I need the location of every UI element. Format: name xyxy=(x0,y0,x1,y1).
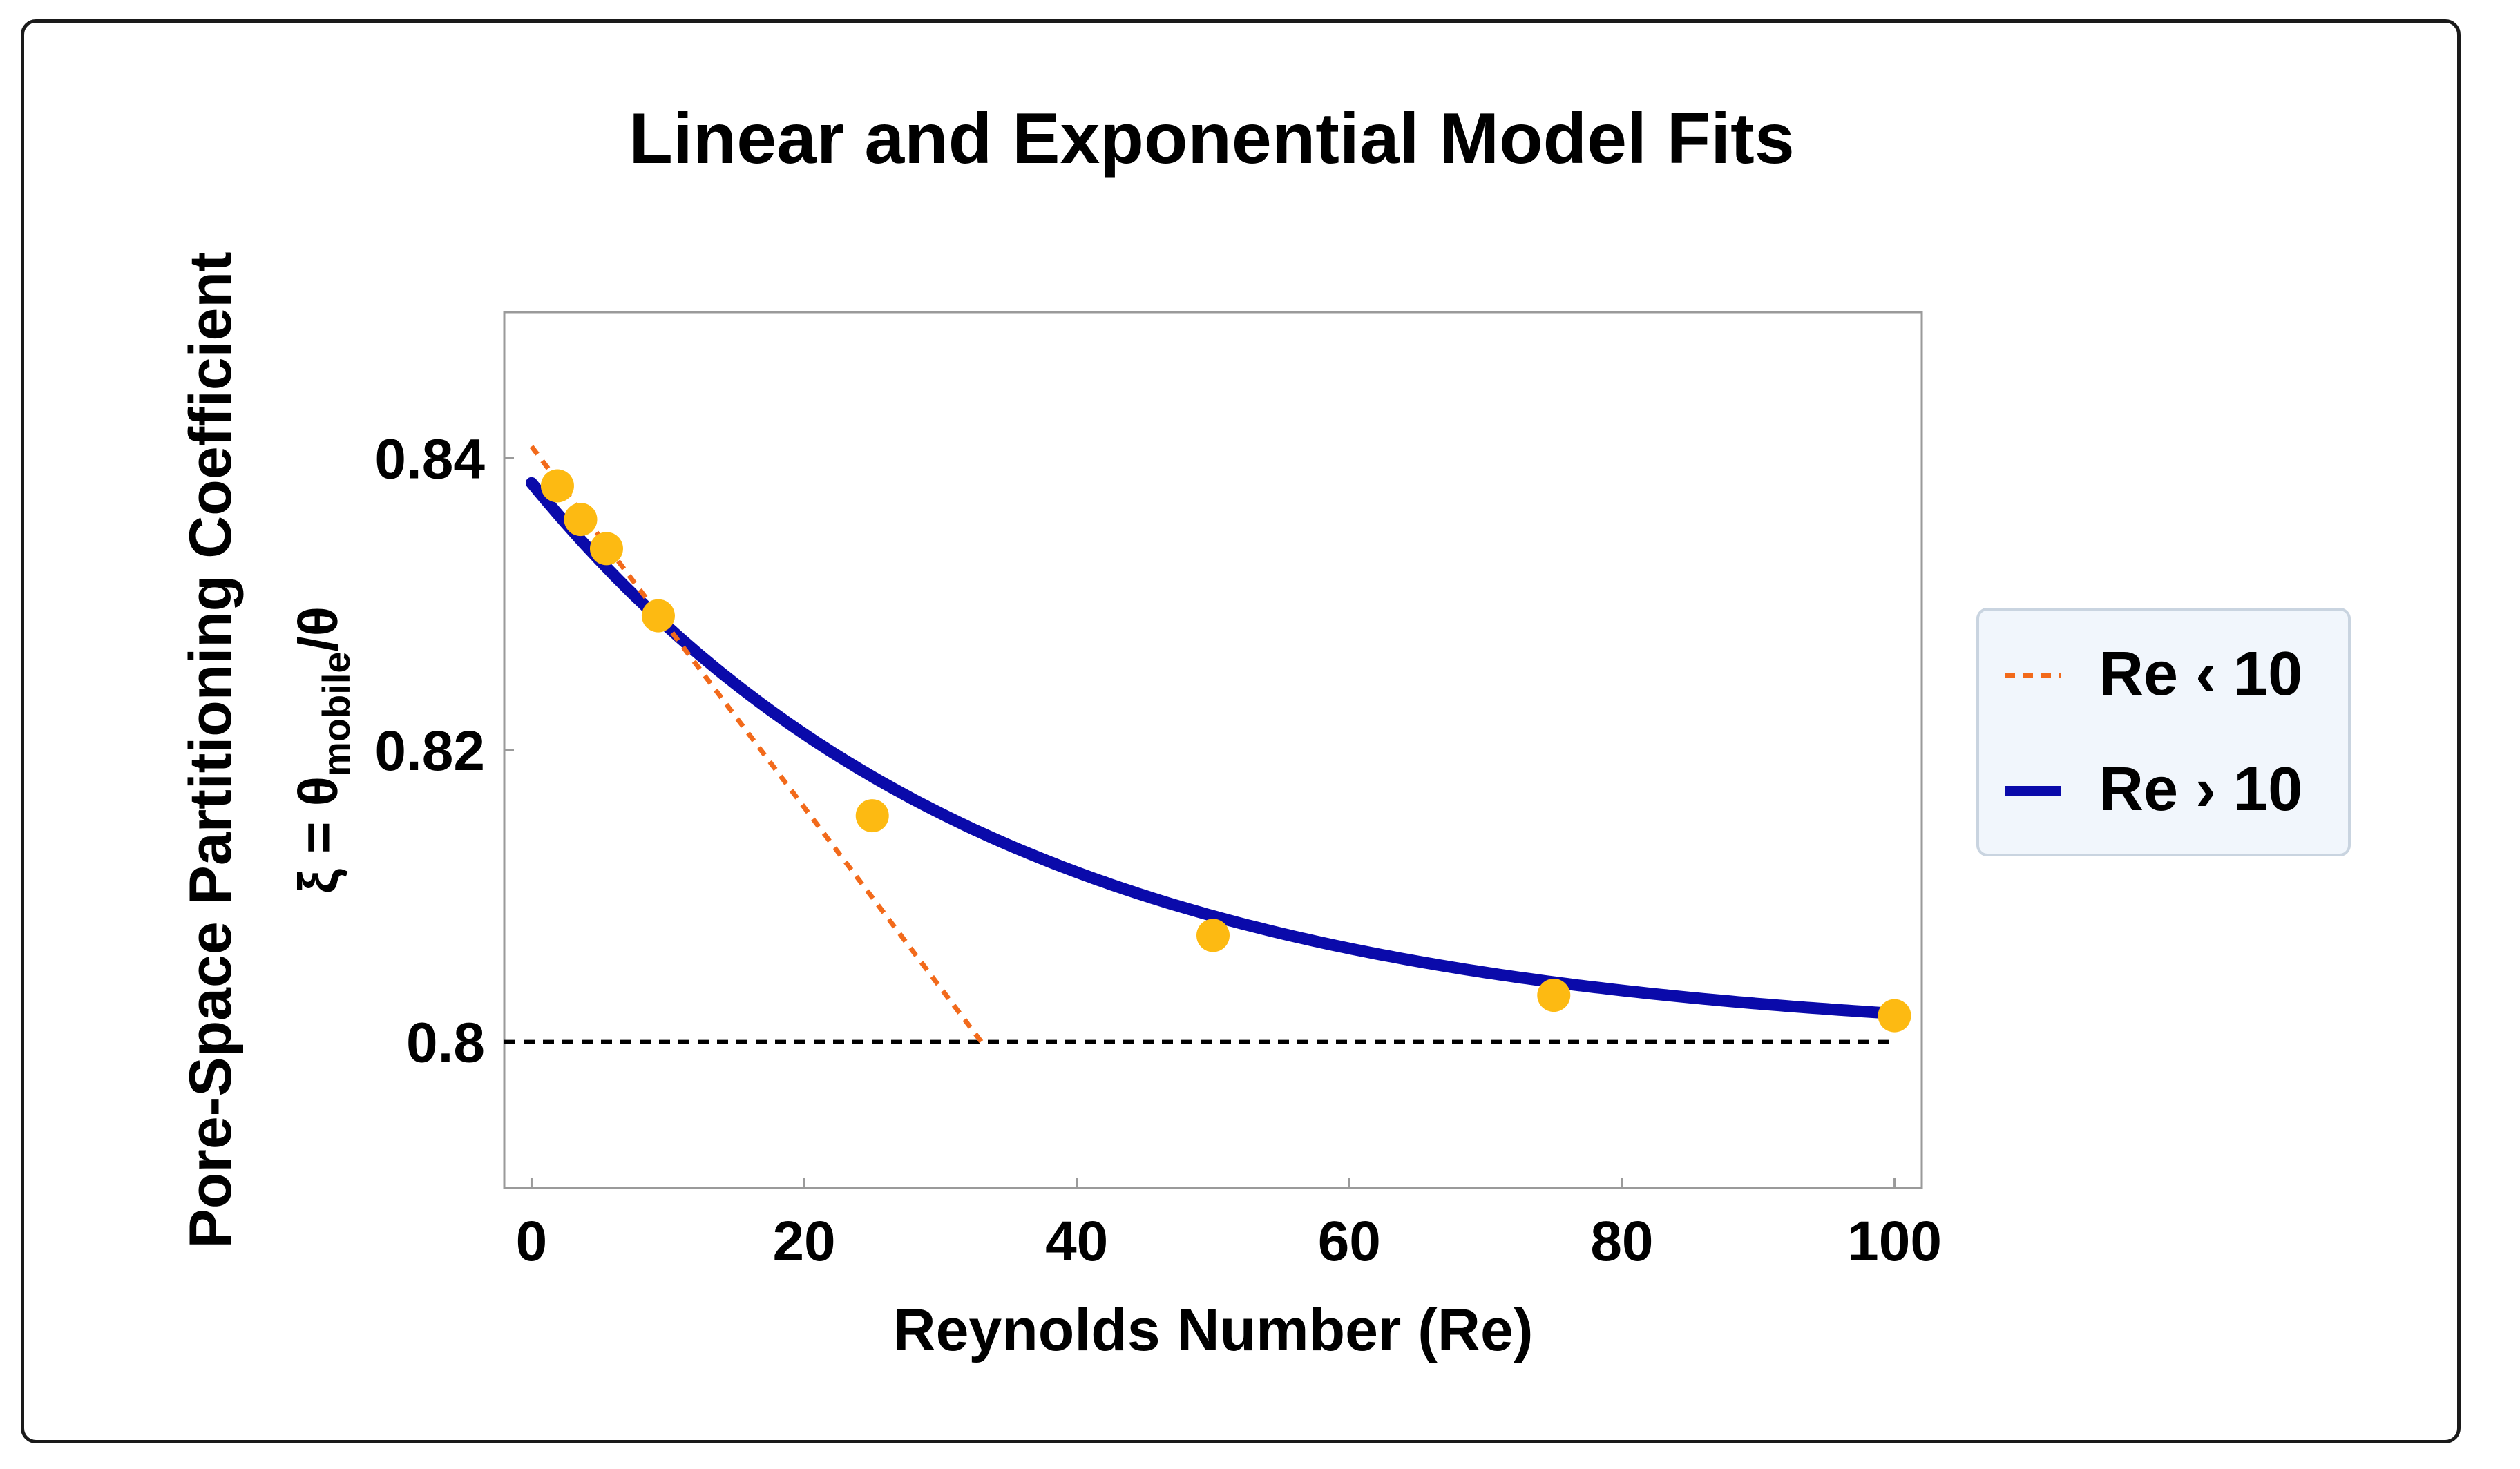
x-tick-label: 60 xyxy=(1318,1210,1381,1273)
tick-layer: 0 20 40 60 80 100 0.8 0.82 0.84 xyxy=(374,428,1942,1273)
data-point xyxy=(1196,919,1230,952)
y-tick-label: 0.84 xyxy=(374,428,485,490)
series-layer xyxy=(504,445,1900,1044)
y-axis-sublabel-suffix: /θ xyxy=(287,606,349,651)
y-tick-label: 0.8 xyxy=(406,1012,485,1075)
x-tick-label: 20 xyxy=(772,1210,835,1273)
legend-label-linear: Re ‹ 10 xyxy=(2099,640,2302,709)
data-point xyxy=(1878,999,1911,1033)
legend: Re ‹ 10 Re › 10 xyxy=(1976,608,2351,856)
data-point xyxy=(855,799,889,833)
y-axis-label: Pore-Space Partitioning Coefficient xyxy=(178,251,244,1248)
data-point xyxy=(1537,979,1571,1012)
x-tick-label: 0 xyxy=(516,1210,548,1273)
y-axis-sublabel: ξ = θmobile/θ xyxy=(287,606,358,894)
x-tick-label: 40 xyxy=(1045,1210,1108,1273)
plot-area xyxy=(503,311,1923,1189)
x-axis-label: Reynolds Number (Re) xyxy=(892,1297,1533,1363)
legend-box xyxy=(1976,608,2351,856)
data-point xyxy=(564,503,598,537)
exponential-fit-line xyxy=(526,477,1900,1020)
y-tick-label: 0.82 xyxy=(374,720,485,782)
chart-title: Linear and Exponential Model Fits xyxy=(629,99,1794,179)
data-point xyxy=(589,532,623,566)
x-tick-label: 100 xyxy=(1847,1210,1942,1273)
data-point xyxy=(540,469,574,503)
points-layer xyxy=(540,469,1911,1033)
x-tick-label: 80 xyxy=(1590,1210,1653,1273)
y-axis-sublabel-prefix: ξ = θ xyxy=(287,776,349,894)
y-axis-sublabel-subscript: mobile xyxy=(314,651,358,776)
data-point xyxy=(641,599,675,633)
legend-label-exponential: Re › 10 xyxy=(2099,755,2302,824)
figure-frame xyxy=(21,19,2461,1443)
